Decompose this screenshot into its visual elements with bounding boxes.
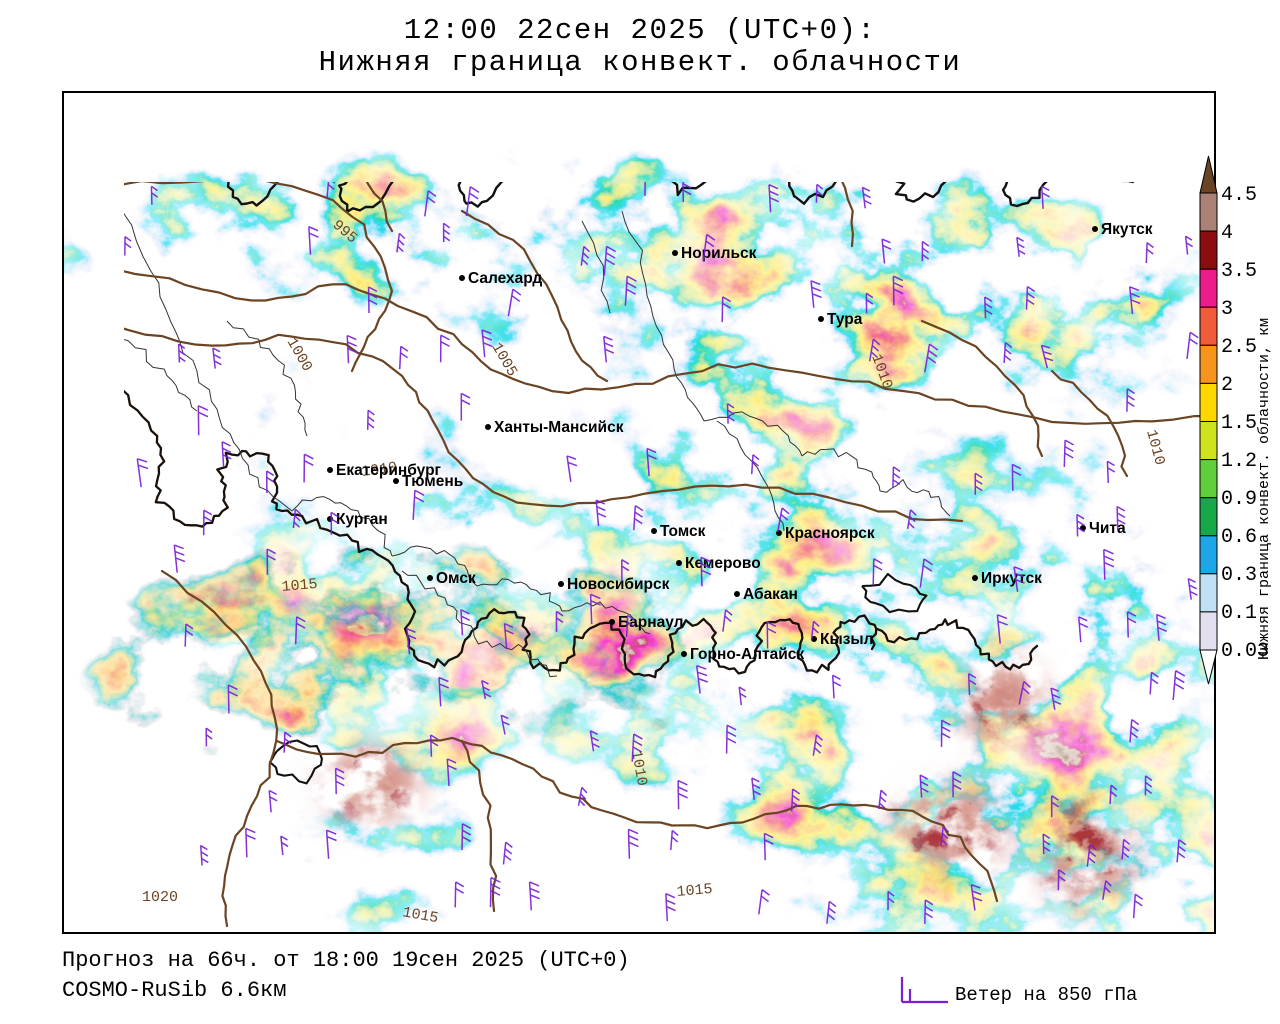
svg-text:4.5: 4.5 xyxy=(1221,184,1257,207)
svg-text:Ветер на 850 гПа: Ветер на 850 гПа xyxy=(955,984,1137,1006)
svg-text:0.03: 0.03 xyxy=(1221,640,1269,663)
svg-text:Нижняя граница конвект. облачн: Нижняя граница конвект. облачности, км xyxy=(1256,318,1273,660)
svg-text:0.3: 0.3 xyxy=(1221,564,1257,587)
svg-text:3.5: 3.5 xyxy=(1221,260,1257,283)
svg-text:2.5: 2.5 xyxy=(1221,336,1257,359)
svg-text:0.9: 0.9 xyxy=(1221,488,1257,511)
svg-text:3: 3 xyxy=(1221,298,1233,321)
svg-text:4: 4 xyxy=(1221,222,1233,245)
svg-text:0.6: 0.6 xyxy=(1221,526,1257,549)
svg-text:1.5: 1.5 xyxy=(1221,412,1257,435)
svg-text:1.2: 1.2 xyxy=(1221,450,1257,473)
svg-text:2: 2 xyxy=(1221,374,1233,397)
svg-text:0.1: 0.1 xyxy=(1221,602,1257,625)
